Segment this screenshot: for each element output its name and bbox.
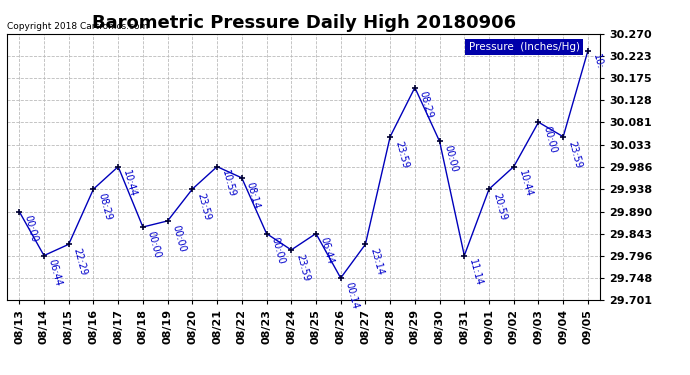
Text: 11:14: 11:14 bbox=[467, 258, 484, 288]
Title: Barometric Pressure Daily High 20180906: Barometric Pressure Daily High 20180906 bbox=[92, 14, 515, 32]
Text: 23:14: 23:14 bbox=[368, 247, 385, 277]
Text: 23:59: 23:59 bbox=[294, 253, 311, 282]
Text: 00:14: 00:14 bbox=[344, 281, 360, 310]
Text: 08:29: 08:29 bbox=[96, 192, 113, 221]
Text: 06:44: 06:44 bbox=[47, 258, 63, 288]
Text: 22:29: 22:29 bbox=[72, 247, 88, 277]
Text: 10:44: 10:44 bbox=[121, 170, 138, 199]
Text: 23:59: 23:59 bbox=[195, 192, 212, 222]
Text: Pressure  (Inches/Hg): Pressure (Inches/Hg) bbox=[469, 42, 580, 52]
Text: 00:00: 00:00 bbox=[269, 236, 286, 266]
Text: 00:00: 00:00 bbox=[170, 224, 187, 253]
Text: 00:00: 00:00 bbox=[22, 214, 39, 244]
Text: 23:59: 23:59 bbox=[566, 140, 583, 169]
Text: 10:59: 10:59 bbox=[220, 170, 237, 199]
Text: 00:00: 00:00 bbox=[541, 125, 558, 154]
Text: Copyright 2018 Cartronics.com: Copyright 2018 Cartronics.com bbox=[7, 22, 148, 31]
Text: 06:44: 06:44 bbox=[319, 236, 335, 266]
Text: 00:00: 00:00 bbox=[146, 230, 163, 259]
Text: 00:00: 00:00 bbox=[442, 144, 460, 174]
Text: 08:14: 08:14 bbox=[244, 181, 262, 210]
Text: 20:59: 20:59 bbox=[492, 192, 509, 222]
Text: 23:59: 23:59 bbox=[393, 140, 410, 169]
Text: 10:: 10: bbox=[591, 53, 604, 71]
Text: 08:29: 08:29 bbox=[417, 90, 435, 120]
Text: 10:44: 10:44 bbox=[517, 170, 533, 199]
